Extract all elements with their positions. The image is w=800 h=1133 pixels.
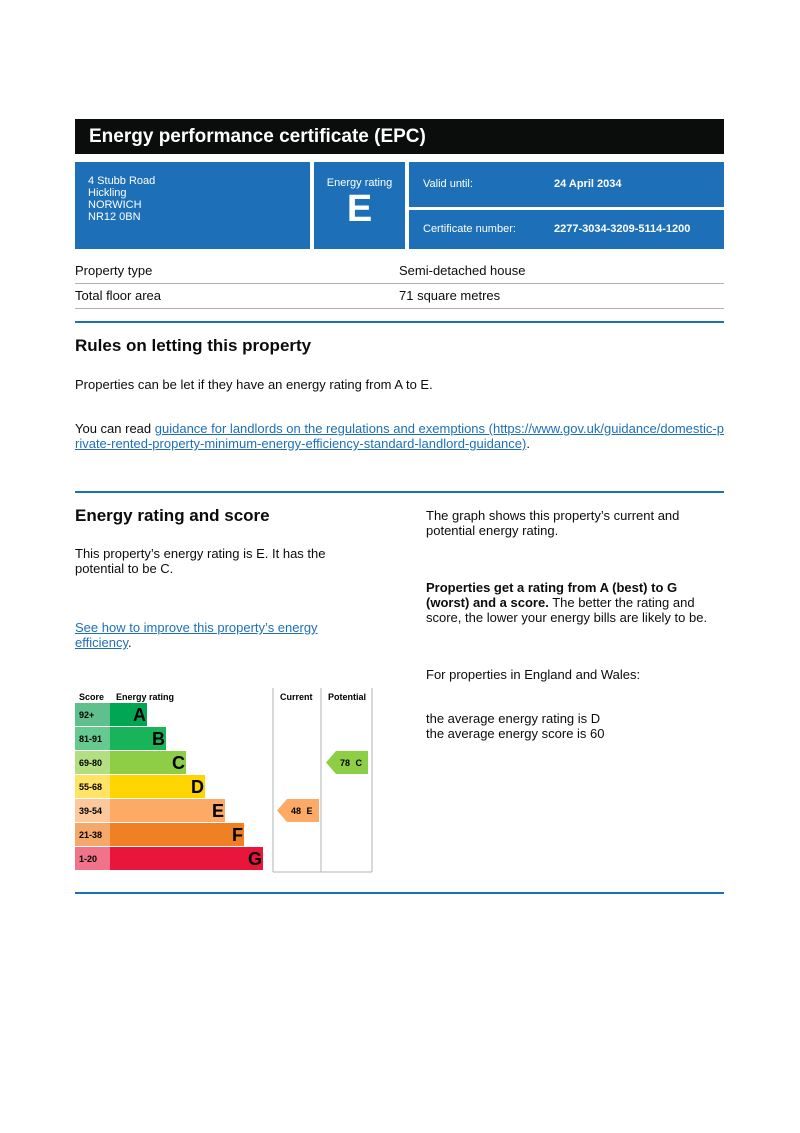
band-bar — [110, 847, 263, 870]
address-box: 4 Stubb Road Hickling NORWICH NR12 0BN — [75, 162, 310, 249]
guidance-link[interactable]: guidance for landlords on the regulation… — [75, 421, 724, 451]
score-cell — [75, 775, 110, 798]
section-heading: Energy rating and score — [75, 506, 270, 525]
chart-header: Potential — [328, 692, 366, 702]
row-value: 71 square metres — [399, 288, 501, 303]
score-cell — [75, 727, 110, 750]
title: Energy performance certificate (EPC) — [89, 126, 426, 147]
band-letter: E — [212, 801, 224, 821]
bold-text: Properties get a rating from A (best) to… — [426, 580, 678, 610]
band-bar — [110, 823, 244, 846]
row-label: Total floor area — [75, 288, 161, 303]
rating-label: Energy rating — [326, 177, 393, 189]
row-value: Semi-detached house — [399, 263, 526, 278]
potential-label: 78 C — [340, 758, 363, 768]
improve-link[interactable]: See how to improve this property’s energ… — [75, 620, 318, 650]
band-score: 1-20 — [79, 854, 97, 864]
rating-box: Energy rating E — [314, 162, 405, 249]
current-letter: E — [307, 806, 313, 816]
band-bar — [110, 703, 147, 726]
band-letter: B — [152, 729, 165, 749]
section-rule — [75, 321, 724, 323]
address: 4 Stubb Road Hickling NORWICH NR12 0BN — [88, 175, 155, 223]
potential-score: 78 — [340, 758, 350, 768]
address-line: NR12 0BN — [88, 211, 141, 223]
paragraph: The graph shows this property’s current … — [426, 508, 680, 538]
address-line: 4 Stubb Road — [88, 175, 156, 187]
band-letter: A — [133, 705, 146, 725]
valid-label: Valid until: — [423, 178, 473, 190]
address-line: Hickling — [88, 187, 127, 199]
paragraph: You can read guidance for landlords on t… — [75, 421, 725, 451]
current-label: 48 E — [291, 806, 313, 816]
band-score: 39-54 — [79, 806, 102, 816]
valid-date: 24 April 2034 — [554, 178, 622, 190]
band-bar — [110, 751, 186, 774]
band-bar — [110, 727, 166, 750]
paragraph: Properties can be let if they have an en… — [75, 377, 433, 392]
chart-header: Score — [79, 692, 104, 702]
band-letter: C — [172, 753, 185, 773]
band-score: 92+ — [79, 710, 94, 720]
score-cell — [75, 799, 110, 822]
certificate-box: Certificate number: 2277-3034-3209-5114-… — [409, 210, 724, 249]
certificate-number: 2277-3034-3209-5114-1200 — [554, 223, 691, 235]
chart-header: Energy rating — [116, 692, 174, 702]
address-line: NORWICH — [88, 199, 142, 211]
paragraph: For properties in England and Wales: — [426, 667, 641, 682]
text: the average energy rating is D — [426, 711, 601, 726]
text: You can read — [75, 421, 155, 436]
row-label: Property type — [75, 263, 153, 278]
chart-header: Current — [280, 692, 313, 702]
section-rule — [75, 491, 724, 493]
score-cell — [75, 703, 110, 726]
paragraph: See how to improve this property’s energ… — [75, 620, 335, 650]
score-cell — [75, 847, 110, 870]
text: . — [128, 635, 132, 650]
band-score: 69-80 — [79, 758, 102, 768]
potential-arrow — [326, 751, 368, 774]
text: The better the rating and score, the low… — [426, 595, 708, 625]
rating-chart: Score Energy rating Current Potential 92+ A 81… — [75, 688, 373, 873]
score-cell — [75, 823, 110, 846]
score-cell — [75, 751, 110, 774]
text: . — [526, 436, 530, 451]
band-score: 81-91 — [79, 734, 102, 744]
paragraph: This property’s energy rating is E. It h… — [75, 546, 326, 576]
current-arrow — [277, 799, 319, 822]
band-score: 21-38 — [79, 830, 102, 840]
title-bar: Energy performance certificate (EPC) — [75, 119, 724, 154]
paragraph: Properties get a rating from A (best) to… — [426, 580, 721, 625]
property-row: Property type Semi-detached house — [75, 259, 724, 284]
valid-box: Valid until: 24 April 2034 — [409, 162, 724, 207]
text: the average energy score is 60 — [426, 726, 605, 741]
section-heading: Rules on letting this property — [75, 336, 312, 355]
band-letter: D — [191, 777, 204, 797]
section-rule — [75, 892, 724, 894]
band-score: 55-68 — [79, 782, 102, 792]
band-bar — [110, 775, 205, 798]
rating-letter: E — [346, 188, 373, 230]
potential-letter: C — [356, 758, 363, 768]
current-score: 48 — [291, 806, 301, 816]
band-letter: G — [248, 849, 262, 869]
band-bar — [110, 799, 225, 822]
certificate-label: Certificate number: — [423, 223, 516, 235]
band-letter: F — [232, 825, 243, 845]
property-row: Total floor area 71 square metres — [75, 284, 724, 309]
